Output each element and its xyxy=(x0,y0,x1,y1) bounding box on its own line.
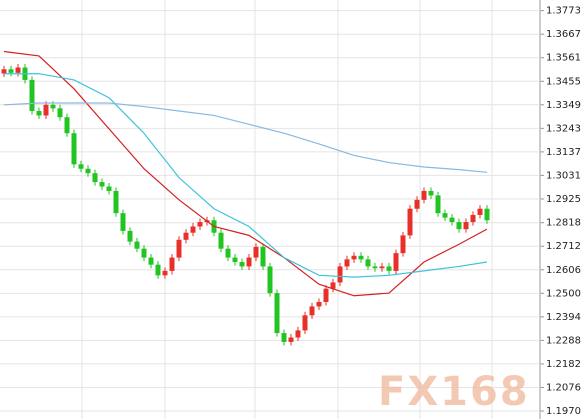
candle-body xyxy=(442,213,448,218)
candle-body xyxy=(463,222,469,230)
candle-body xyxy=(456,222,462,230)
candle-body xyxy=(232,257,238,263)
candle-body xyxy=(428,190,434,196)
candle-body xyxy=(78,164,84,169)
candle-body xyxy=(358,255,364,260)
candle-body xyxy=(29,79,35,112)
y-tick-label: 1.2182 xyxy=(546,359,581,370)
candle-body xyxy=(113,190,119,214)
candle-body xyxy=(484,208,490,221)
candle-body xyxy=(99,182,105,187)
candle-body xyxy=(120,213,126,231)
y-tick-label: 1.2394 xyxy=(546,312,581,323)
candle-body xyxy=(218,232,224,249)
candle-body xyxy=(85,168,91,174)
y-tick-label: 1.2076 xyxy=(546,382,581,393)
watermark: FX168 xyxy=(378,369,530,415)
candle-body xyxy=(407,208,413,236)
candle-body xyxy=(386,266,392,271)
candle-body xyxy=(162,270,168,276)
candle-body xyxy=(470,214,476,223)
candle-body xyxy=(253,246,259,258)
candle-body xyxy=(309,306,315,316)
candle-body xyxy=(155,264,161,276)
candle-body xyxy=(225,248,231,258)
candle-body xyxy=(372,266,378,269)
candle-body xyxy=(64,117,70,134)
y-tick-label: 1.3667 xyxy=(546,29,581,40)
moving-average-line xyxy=(3,102,488,173)
candle-body xyxy=(71,133,77,165)
vertical-grid xyxy=(81,0,493,419)
candle-body xyxy=(379,266,385,269)
candle-body xyxy=(421,190,427,200)
moving-average-line xyxy=(4,73,488,278)
candle-body xyxy=(106,186,112,191)
y-tick-label: 1.3349 xyxy=(546,100,581,111)
candle-body xyxy=(351,255,357,260)
candle-body xyxy=(134,241,140,249)
candle-body xyxy=(400,235,406,254)
candle-body xyxy=(477,208,483,215)
y-tick-label: 1.2925 xyxy=(546,194,581,205)
y-tick-label: 1.2606 xyxy=(546,265,581,276)
candle-body xyxy=(15,67,21,73)
candle-body xyxy=(435,195,441,214)
candle-body xyxy=(323,288,329,302)
candle-body xyxy=(239,262,245,267)
candle-body xyxy=(92,173,98,183)
candle-body xyxy=(260,246,266,267)
candle-body xyxy=(344,259,350,267)
candle-body xyxy=(169,257,175,271)
candle-body xyxy=(57,108,63,118)
candle-body xyxy=(267,266,273,294)
y-tick-label: 1.3031 xyxy=(546,170,581,181)
candle-body xyxy=(1,69,7,74)
moving-average-line xyxy=(3,50,488,297)
candle-body xyxy=(127,230,133,242)
candle-body xyxy=(288,337,294,342)
candle-body xyxy=(190,226,196,233)
y-tick-label: 1.3137 xyxy=(546,147,581,158)
candle-body xyxy=(141,248,147,258)
candle-body xyxy=(148,257,154,265)
candle-body xyxy=(36,111,42,116)
candle-body xyxy=(43,104,49,116)
candle-body xyxy=(365,259,371,267)
y-tick-label: 1.2288 xyxy=(546,335,581,346)
candle-body xyxy=(330,282,336,289)
y-tick-label: 1.2818 xyxy=(546,218,581,229)
candle-body xyxy=(449,217,455,223)
candle-body xyxy=(393,253,399,271)
y-tick-label: 1.3243 xyxy=(546,123,581,134)
y-tick-label: 1.3455 xyxy=(546,76,581,87)
candle-body xyxy=(8,69,14,73)
candle-body xyxy=(183,232,189,240)
candle-body xyxy=(414,199,420,209)
y-tick-label: 1.3561 xyxy=(546,53,581,64)
candle-body xyxy=(302,315,308,331)
candle-body xyxy=(337,266,343,283)
y-tick-label: 1.2712 xyxy=(546,241,581,252)
candle-body xyxy=(281,333,287,342)
y-tick-label: 1.1970 xyxy=(546,406,581,417)
y-tick-label: 1.3773 xyxy=(546,6,581,17)
candle-body xyxy=(246,257,252,267)
candle-body xyxy=(295,330,301,338)
candle-body xyxy=(274,293,280,334)
candle-body xyxy=(197,222,203,227)
candle-body xyxy=(316,301,322,307)
candle-body xyxy=(50,104,56,109)
candle-body xyxy=(176,239,182,258)
y-tick-label: 1.2500 xyxy=(546,288,581,299)
